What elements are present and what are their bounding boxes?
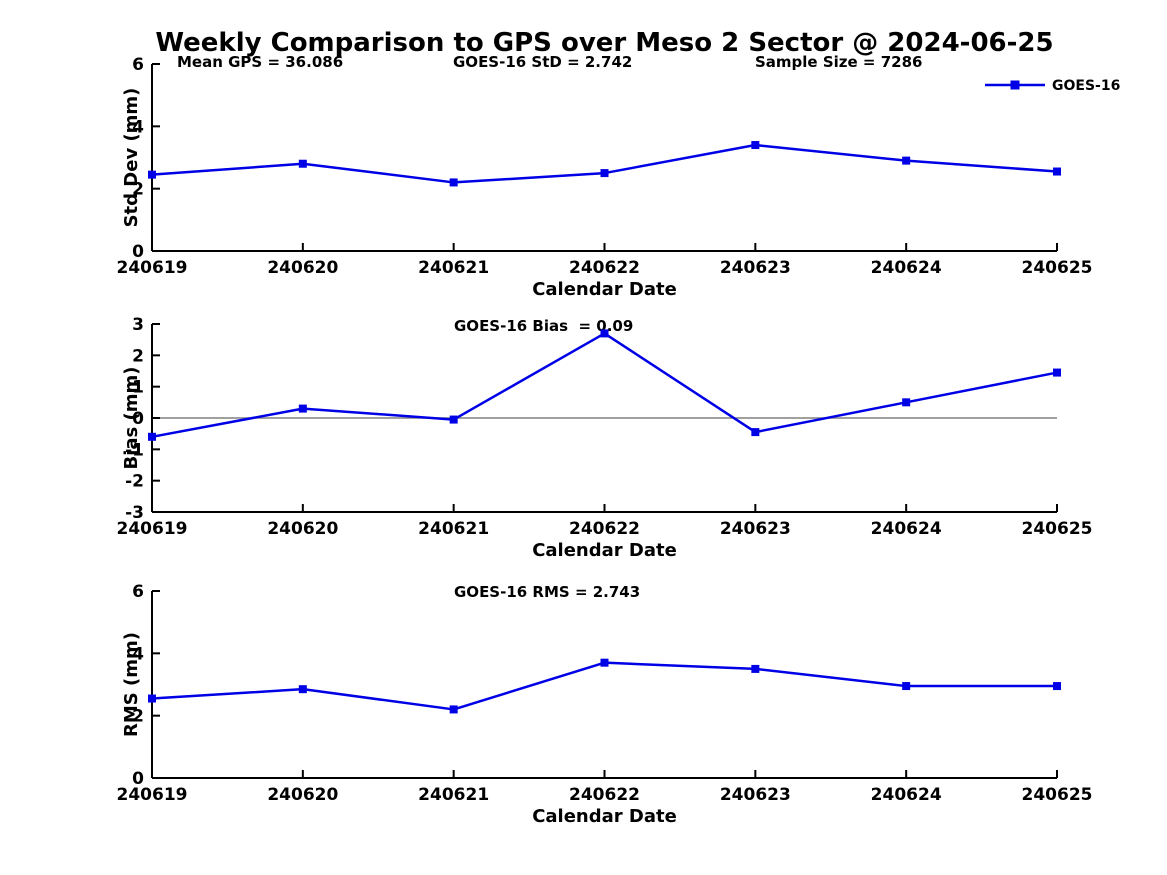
x-tick-label: 240622: [569, 258, 640, 278]
series-marker: [449, 705, 458, 714]
y-tick-label: 4: [132, 644, 144, 664]
y-tick-label: 0: [132, 769, 144, 789]
x-tick-label: 240622: [569, 519, 640, 539]
y-tick-label: 4: [132, 117, 144, 137]
subplot-std-dev-annotation: Mean GPS = 36.086: [177, 53, 343, 71]
series-marker: [600, 169, 609, 178]
x-tick-label: 240619: [117, 258, 188, 278]
series-marker: [1053, 682, 1061, 691]
x-tick-label: 240621: [418, 258, 489, 278]
series-marker: [902, 156, 911, 165]
subplot-bias-xlabel: Calendar Date: [532, 540, 677, 561]
y-tick-label: -1: [125, 440, 144, 460]
series-marker: [751, 141, 760, 150]
series-marker: [1053, 368, 1061, 377]
series-marker: [298, 404, 307, 413]
x-tick-label: 240625: [1022, 785, 1093, 805]
series-marker: [298, 685, 307, 694]
series-marker: [298, 159, 307, 168]
series-marker: [148, 170, 156, 179]
y-tick-label: 2: [132, 707, 144, 727]
series-line-goes-16: [151, 332, 1058, 439]
legend-marker-sample: [1010, 80, 1020, 90]
x-tick-label: 240624: [871, 519, 942, 539]
y-tick-label: -2: [125, 472, 144, 492]
series-line-goes-16: [151, 661, 1057, 711]
y-tick-label: -3: [125, 503, 144, 523]
x-tick-label: 240620: [267, 519, 338, 539]
x-tick-label: 240625: [1022, 258, 1093, 278]
series-marker: [902, 398, 911, 407]
x-tick-label: 240621: [418, 519, 489, 539]
series-marker: [600, 329, 609, 338]
y-tick-label: 2: [132, 346, 144, 366]
subplot-std-dev-annotation: GOES-16 StD = 2.742: [453, 53, 632, 71]
series-marker: [148, 694, 156, 703]
y-tick-label: 6: [132, 55, 144, 75]
x-tick-label: 240620: [267, 258, 338, 278]
series-marker: [600, 658, 609, 667]
y-tick-label: 0: [132, 409, 144, 429]
x-tick-label: 240621: [418, 785, 489, 805]
subplot-std-dev-xlabel: Calendar Date: [532, 279, 677, 300]
y-tick-label: 1: [132, 378, 144, 398]
x-tick-label: 240623: [720, 519, 791, 539]
x-tick-label: 240620: [267, 785, 338, 805]
series-marker: [449, 415, 458, 424]
y-tick-label: 0: [132, 242, 144, 262]
x-tick-label: 240619: [117, 519, 188, 539]
subplot-bias-annotation: GOES-16 Bias = 0.09: [454, 317, 633, 335]
subplot-rms-ylabel: RMS (mm): [121, 632, 142, 737]
x-tick-label: 240619: [117, 785, 188, 805]
series-marker: [148, 432, 156, 441]
x-tick-label: 240623: [720, 785, 791, 805]
series-marker: [751, 664, 760, 673]
x-tick-label: 240623: [720, 258, 791, 278]
subplot-std-dev-ylabel: Std Dev (mm): [121, 88, 142, 228]
subplot-bias-ylabel: Bias (mm): [121, 367, 142, 470]
subplot-std-dev-annotation: Sample Size = 7286: [755, 53, 922, 71]
x-tick-label: 240624: [871, 258, 942, 278]
subplot-rms-xlabel: Calendar Date: [532, 806, 677, 827]
series-marker: [1053, 167, 1061, 176]
x-tick-label: 240622: [569, 785, 640, 805]
series-marker: [902, 682, 911, 691]
series-marker: [751, 428, 760, 437]
x-tick-label: 240625: [1022, 519, 1093, 539]
subplot-rms-annotation: GOES-16 RMS = 2.743: [454, 583, 640, 601]
legend-label: GOES-16: [1052, 78, 1120, 94]
y-tick-label: 6: [132, 582, 144, 602]
y-tick-label: 3: [132, 315, 144, 335]
y-tick-label: 2: [132, 180, 144, 200]
x-tick-label: 240624: [871, 785, 942, 805]
chart-title: Weekly Comparison to GPS over Meso 2 Sec…: [155, 28, 1054, 58]
series-marker: [449, 178, 458, 187]
